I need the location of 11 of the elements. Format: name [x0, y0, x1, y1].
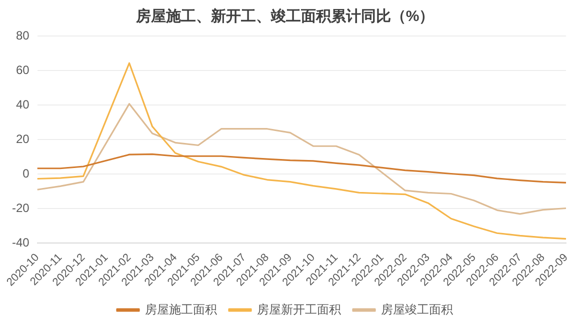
- legend-label: 房屋施工面积: [145, 302, 217, 316]
- y-tick-label: -20: [12, 200, 30, 215]
- y-tick-label: 80: [16, 28, 30, 42]
- legend-label: 房屋竣工面积: [381, 302, 453, 316]
- y-tick-label: 0: [22, 166, 30, 180]
- y-tick-label: 60: [16, 62, 30, 77]
- legend-label: 房屋新开工面积: [257, 302, 341, 316]
- chart-title: 房屋施工、新开工、竣工面积累计同比（%）: [134, 7, 434, 26]
- y-tick-label: -40: [12, 235, 30, 250]
- y-tick-label: 20: [16, 132, 30, 146]
- y-tick-label: 40: [16, 97, 30, 112]
